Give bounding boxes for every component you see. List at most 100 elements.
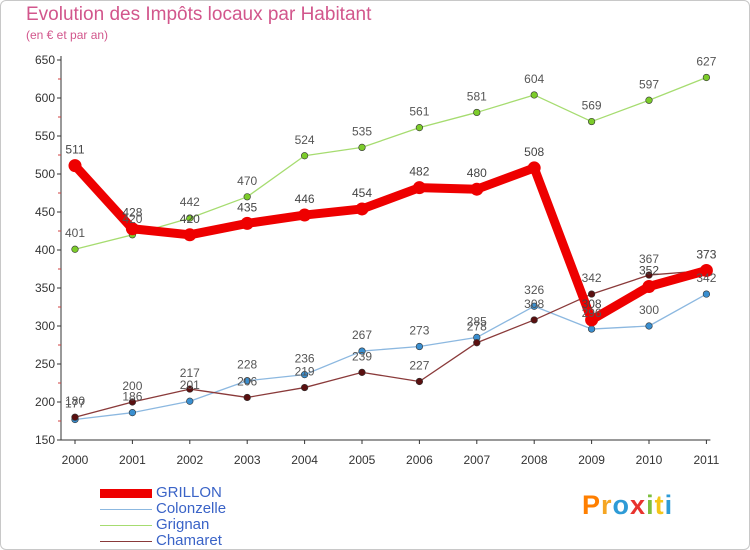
- data-point-colonzelle: [645, 322, 653, 330]
- y-tick-label: 650: [35, 53, 55, 67]
- chart-title: Evolution des Impôts locaux par Habitant: [26, 4, 372, 25]
- y-tick-label: 350: [35, 281, 55, 295]
- data-label-chamaret: 180: [65, 394, 85, 408]
- legend-swatch-grillon: [100, 489, 152, 498]
- logo-letter: P: [582, 490, 602, 520]
- y-tick-label: 150: [35, 433, 55, 447]
- data-label-chamaret: 227: [409, 358, 429, 372]
- data-point-grignan: [186, 214, 194, 222]
- data-point-grignan: [473, 108, 481, 117]
- data-label-grignan: 470: [237, 174, 257, 188]
- x-tick-label: 2011: [693, 453, 719, 467]
- y-tick-label: 200: [35, 395, 55, 409]
- x-tick-label: 2008: [521, 453, 548, 467]
- data-label-grillon: 480: [467, 166, 487, 180]
- data-point-grillon: [585, 313, 599, 327]
- x-tick-label: 2004: [291, 453, 318, 467]
- data-point-chamaret: [243, 393, 251, 402]
- x-tick-label: 2000: [62, 453, 89, 467]
- data-label-grignan: 627: [696, 54, 716, 68]
- data-label-chamaret: 200: [122, 379, 142, 393]
- y-tick-label: 550: [35, 129, 55, 143]
- data-label-chamaret: 308: [524, 297, 544, 311]
- data-label-grignan: 535: [352, 124, 372, 138]
- data-label-grillon: 373: [696, 248, 716, 262]
- y-tick-label: 450: [35, 205, 55, 219]
- x-tick-label: 2007: [463, 453, 490, 467]
- data-point-grignan: [243, 193, 251, 201]
- data-label-grillon: 454: [352, 186, 372, 200]
- x-tick-label: 2001: [119, 453, 146, 467]
- data-point-colonzelle: [301, 371, 309, 379]
- logo-letter: i: [664, 490, 674, 520]
- data-label-grillon: 428: [122, 206, 142, 220]
- data-label-colonzelle: 267: [352, 328, 372, 342]
- logo-letter: o: [612, 490, 631, 520]
- data-label-colonzelle: 300: [639, 303, 659, 317]
- data-point-chamaret: [415, 377, 424, 386]
- data-point-grillon: [125, 222, 139, 236]
- data-point-chamaret: [645, 271, 653, 279]
- data-label-chamaret: 217: [180, 366, 200, 380]
- y-tick-label: 300: [35, 319, 55, 333]
- x-tick-label: 2010: [636, 453, 663, 467]
- data-point-grignan: [645, 96, 653, 104]
- axes: 150 200 250 300 350 400 450 500 550 600 650 2000 200…: [35, 53, 720, 467]
- data-point-chamaret: [186, 385, 194, 393]
- data-label-grillon: 446: [295, 192, 315, 206]
- data-label-colonzelle: 326: [524, 283, 544, 297]
- data-point-grillon: [68, 159, 82, 173]
- data-point-grignan: [587, 117, 596, 126]
- x-tick-label: 2003: [234, 453, 261, 467]
- data-point-colonzelle: [415, 342, 424, 351]
- data-point-grillon: [183, 228, 197, 242]
- series-layer: [68, 73, 713, 424]
- proxiti-logo[interactable]: Proxiti: [582, 490, 673, 521]
- chart-subtitle: (en € et par an): [26, 28, 109, 42]
- data-point-chamaret: [301, 383, 309, 392]
- data-point-chamaret: [473, 339, 481, 347]
- data-label-chamaret: 278: [467, 320, 487, 334]
- data-label-chamaret: 219: [295, 365, 315, 379]
- data-label-grignan: 442: [180, 195, 200, 209]
- x-tick-label: 2006: [406, 453, 433, 467]
- data-point-grillon: [355, 202, 369, 216]
- y-tick-label: 600: [35, 91, 55, 105]
- legend-label-grillon: GRILLON: [156, 484, 222, 501]
- legend-swatch-chamaret: [100, 541, 152, 542]
- data-label-colonzelle: 273: [409, 324, 429, 338]
- series-line-colonzelle: [74, 293, 708, 421]
- logo-letter: t: [654, 490, 665, 520]
- data-label-colonzelle: 186: [122, 390, 142, 404]
- data-label-grignan: 420: [122, 212, 142, 226]
- series-line-chamaret: [74, 269, 708, 418]
- data-point-colonzelle: [128, 409, 136, 417]
- data-label-grillon: 435: [237, 200, 257, 214]
- data-point-grillon: [470, 182, 484, 196]
- y-tick-label: 500: [35, 167, 55, 181]
- y-tick-label: 250: [35, 357, 55, 371]
- data-label-colonzelle: 285: [467, 314, 487, 328]
- series-line-grignan: [74, 76, 708, 250]
- data-point-colonzelle: [358, 347, 366, 355]
- data-label-grillon: 511: [65, 143, 84, 157]
- logo-letter: r: [601, 490, 613, 520]
- data-point-grillon: [240, 216, 254, 230]
- data-label-grignan: 569: [582, 99, 602, 113]
- series-line-grillon: [70, 161, 711, 325]
- logo-letter: i: [646, 490, 655, 520]
- data-point-grillon: [642, 279, 656, 293]
- data-label-chamaret: 206: [237, 374, 257, 388]
- data-point-chamaret: [128, 398, 136, 406]
- data-label-grillon: 352: [639, 263, 659, 277]
- legend-label-colonzelle: Colonzelle: [156, 500, 227, 517]
- data-point-colonzelle: [702, 290, 711, 298]
- data-point-grignan: [358, 143, 366, 151]
- legend-label-chamaret: Chamaret: [156, 532, 222, 549]
- data-label-colonzelle: 177: [65, 396, 85, 410]
- data-point-chamaret: [358, 368, 366, 376]
- data-point-chamaret: [530, 316, 538, 324]
- data-label-grignan: 524: [295, 133, 315, 147]
